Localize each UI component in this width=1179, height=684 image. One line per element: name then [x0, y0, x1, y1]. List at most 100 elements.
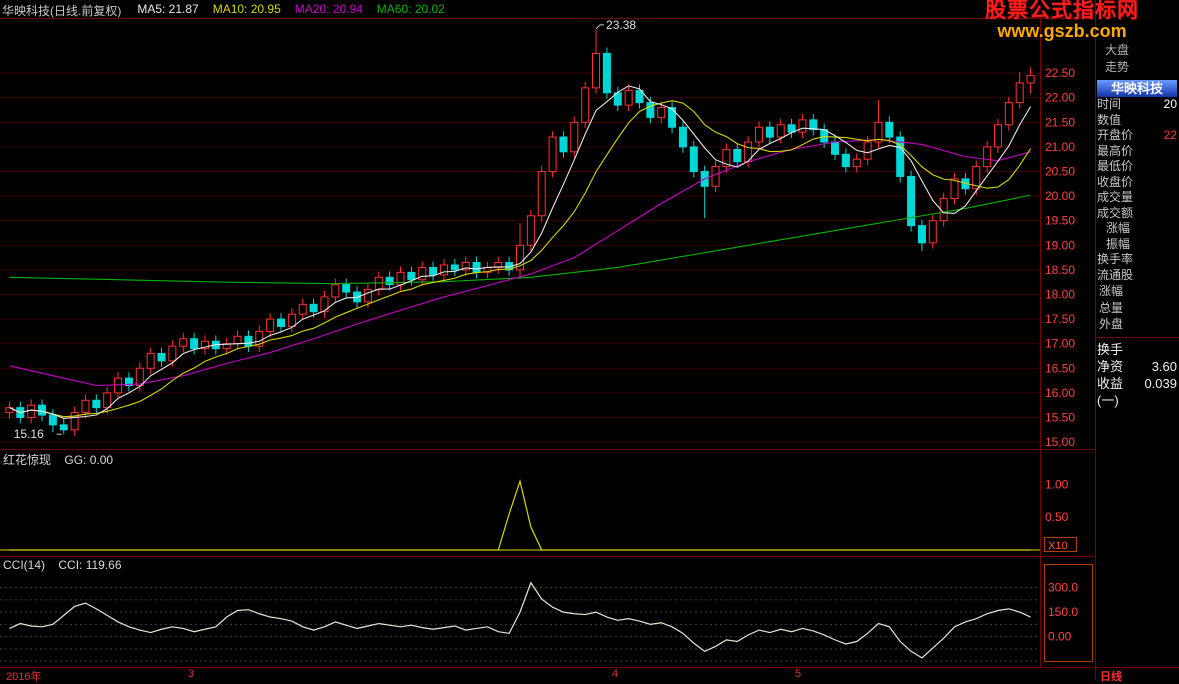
- candle-body: [668, 107, 677, 128]
- indicator-line: [9, 479, 1031, 551]
- price-tick-label: 17.00: [1045, 337, 1075, 351]
- candle-body: [646, 102, 655, 118]
- candle-body: [320, 296, 329, 313]
- candle-body: [461, 262, 470, 271]
- candle-body: [537, 171, 546, 217]
- quote-value: 22: [1163, 128, 1177, 142]
- sidebar-stock-header[interactable]: 华映科技: [1097, 80, 1177, 97]
- quote-label: 最高价: [1097, 143, 1134, 158]
- sidebar-stat-rows: 换手 净资 3.60 收益(一) 0.039: [1097, 341, 1177, 408]
- chart-header: 华映科技(日线.前复权) MA5: 21.87 MA10: 20.95 MA20: …: [2, 2, 445, 18]
- candle-body: [548, 136, 557, 173]
- candle-body: [863, 141, 872, 160]
- candle-body: [48, 414, 57, 426]
- candle-body: [592, 52, 601, 89]
- candle-body: [190, 338, 199, 350]
- watermark: 股票公式指标网 www.gszb.com: [948, 0, 1176, 41]
- quote-label: 涨幅: [1106, 221, 1131, 235]
- candle-body: [124, 377, 133, 387]
- price-tick-label: 16.00: [1045, 386, 1075, 400]
- price-tick-label: 20.50: [1045, 165, 1075, 179]
- sidebar-mid-row: 涨幅: [1099, 284, 1124, 298]
- quote-label: 最低价: [1097, 159, 1134, 173]
- price-tick-label: 21.00: [1045, 140, 1075, 154]
- time-axis-label: 2016年: [6, 671, 42, 683]
- scale-tag-text: X10: [1048, 540, 1068, 552]
- watermark-site-name: 股票公式指标网: [985, 0, 1139, 22]
- price-tick-label: 18.00: [1045, 287, 1075, 301]
- stat-value: 3.60: [1151, 358, 1177, 374]
- time-axis-label: 3: [188, 668, 195, 680]
- high-annotation-text: 23.38: [606, 18, 636, 32]
- quote-sidebar: 大盘 走势 华映科技 时间 20 数值 开盘价 22 最高价 最低价 收盘价 成交量 成交额 涨幅 振幅…: [1097, 42, 1177, 408]
- cci-tick-label: 0.00: [1048, 630, 1072, 644]
- candle-body: [831, 141, 840, 155]
- candle-body: [309, 303, 318, 313]
- period-selector[interactable]: 日线: [1100, 671, 1122, 683]
- watermark-site-url: www.gszb.com: [997, 21, 1127, 42]
- quote-row: 收盘价: [1097, 175, 1177, 191]
- quote-row: 数值: [1097, 113, 1177, 129]
- ma-label: MA60: 20.02: [376, 2, 445, 16]
- candle-body: [157, 353, 166, 362]
- price-tick-label: 22.00: [1045, 91, 1075, 105]
- candle-body: [266, 318, 275, 332]
- candle-body: [950, 178, 959, 200]
- candle-body: [439, 264, 448, 276]
- candle-body: [429, 266, 438, 276]
- quote-label: 成交额: [1097, 205, 1134, 220]
- candle-body: [103, 392, 112, 409]
- cci-axis-box: [1044, 564, 1093, 662]
- candle-body: [1026, 75, 1035, 84]
- sidebar-stat-row: 收益(一) 0.039: [1097, 375, 1177, 408]
- price-tick-label: 17.50: [1045, 312, 1075, 326]
- sidebar-stat-row: 净资 3.60: [1097, 358, 1177, 375]
- cci-line: [9, 581, 1031, 659]
- quote-row: 时间 20: [1097, 97, 1177, 113]
- candle-body: [135, 367, 144, 387]
- sidebar-top-item[interactable]: 大盘: [1105, 43, 1130, 57]
- candle-body: [733, 148, 742, 163]
- candle-body: [722, 148, 731, 168]
- candle-body: [287, 313, 296, 327]
- candle-body: [472, 262, 481, 273]
- candle-body: [1015, 82, 1024, 104]
- time-axis-label: 4: [612, 668, 619, 680]
- candle-body: [450, 264, 459, 271]
- candle-body: [678, 126, 687, 148]
- quote-value: 20: [1163, 97, 1177, 111]
- stat-label: 净资: [1097, 358, 1124, 374]
- candle-body: [1004, 102, 1013, 126]
- candle-body: [765, 126, 774, 138]
- candle-body: [331, 284, 340, 298]
- candle-body: [711, 166, 720, 187]
- candle-body: [787, 124, 796, 133]
- candle-body: [342, 284, 351, 293]
- sidebar-top-items: 大盘 走势: [1097, 42, 1177, 76]
- sidebar-top-item[interactable]: 走势: [1105, 60, 1130, 74]
- high-annotation-mark: [595, 24, 605, 30]
- candle-body: [972, 166, 981, 190]
- quote-row: 换手率: [1097, 252, 1177, 268]
- candle-body: [581, 87, 590, 123]
- cci-value: CCI: 119.66: [58, 558, 122, 572]
- candle-body: [885, 121, 894, 138]
- candle-body: [27, 404, 36, 418]
- low-annotation-text: 15.16: [14, 427, 44, 441]
- candle-body: [363, 289, 372, 303]
- indicator-name: 红花惊现: [3, 453, 52, 467]
- quote-row: 流通股: [1097, 268, 1177, 284]
- indicator-tick-label: 0.50: [1045, 510, 1069, 524]
- price-tick-label: 19.50: [1045, 214, 1075, 228]
- ma-label: MA20: 20.94: [294, 2, 363, 16]
- candle-body: [526, 215, 535, 246]
- price-tick-label: 21.50: [1045, 115, 1075, 129]
- indicator-value: GG: 0.00: [64, 453, 114, 467]
- candle-body: [516, 244, 524, 271]
- stat-label: 收益(一): [1097, 375, 1124, 408]
- sidebar-quote-rows: 时间 20 数值 开盘价 22 最高价 最低价 收盘价 成交量 成交额 涨幅 振幅 换手率 流通股: [1097, 97, 1177, 283]
- candle-body: [570, 121, 579, 153]
- quote-label: 成交量: [1097, 190, 1134, 204]
- quote-label: 换手率: [1097, 252, 1134, 266]
